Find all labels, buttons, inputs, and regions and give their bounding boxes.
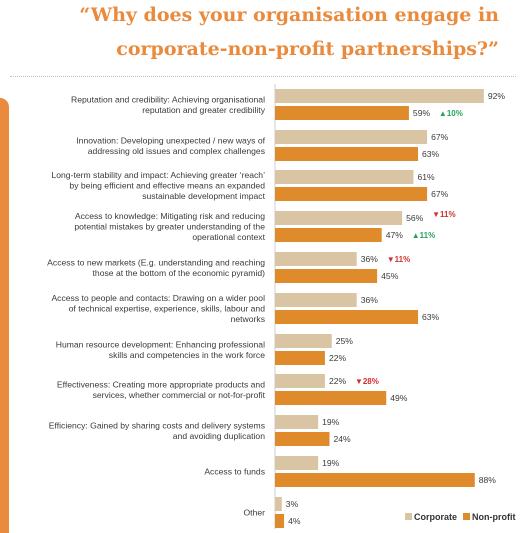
category-label-2-line-1: by being efficient and effective means a… [69,181,265,191]
chart-title-line-1: “Why does your organisation engage in [79,4,499,26]
value-label-nonprofit-5: 63% [422,312,440,322]
value-label-nonprofit-8: 24% [333,434,351,444]
category-label-10-line-0: Other [244,508,266,518]
bar-corporate-2 [275,170,414,184]
category-label-5-line-1: of technical expertise, experience, skil… [69,304,266,314]
bar-corporate-10 [275,497,282,511]
chart-title-line-2: corporate-non-profit partnerships?” [116,38,499,60]
bar-corporate-5 [275,293,357,307]
legend-label-0: Corporate [414,512,457,522]
bar-nonprofit-9 [275,473,475,487]
value-label-nonprofit-6: 22% [329,353,347,363]
category-label-1-line-1: addressing old issues and complex challe… [88,146,265,156]
bar-nonprofit-4 [275,269,378,283]
legend-label-1: Non-profit [472,512,515,522]
bar-corporate-8 [275,415,319,429]
value-label-nonprofit-4: 45% [381,271,399,281]
bar-nonprofit-1 [275,147,419,161]
value-label-nonprofit-2: 67% [431,189,449,199]
category-label-6-line-1: skills and competencies in the work forc… [109,350,265,360]
category-label-1-line-0: Innovation: Developing unexpected / new … [76,135,265,145]
category-label-9-line-0: Access to funds [204,467,265,477]
category-label-0-line-0: Reputation and credibility: Achieving or… [71,94,265,104]
change-annotation-1: ▼11% [432,210,456,219]
bar-nonprofit-2 [275,187,428,201]
category-label-8-line-1: and avoiding duplication [173,431,265,441]
category-label-0-line-1: reputation and greater credibility [142,105,265,115]
bar-nonprofit-3 [275,228,382,242]
value-label-corporate-2: 61% [417,172,435,182]
value-label-nonprofit-10: 4% [288,516,301,526]
value-label-corporate-10: 3% [286,499,299,509]
category-label-7-line-1: services, whether commercial or not-for-… [93,390,266,400]
value-label-corporate-9: 19% [322,458,340,468]
value-label-corporate-3: 56% [406,213,424,223]
category-label-2-line-0: Long-term stability and impact: Achievin… [51,170,265,180]
bar-corporate-7 [275,374,325,388]
legend-swatch-1 [463,513,471,520]
bar-corporate-3 [275,211,403,225]
value-label-corporate-4: 36% [361,254,379,264]
value-label-corporate-6: 25% [336,336,354,346]
value-label-corporate-8: 19% [322,417,340,427]
bar-corporate-0 [275,89,484,103]
value-label-nonprofit-3: 47% [386,230,404,240]
change-annotation-0: ▲10% [439,109,463,118]
value-label-corporate-7: 22% [329,376,347,386]
title-divider [10,76,516,77]
bar-corporate-1 [275,130,428,144]
value-label-corporate-1: 67% [431,132,449,142]
category-label-5-line-0: Access to people and contacts: Drawing o… [51,293,265,303]
value-label-corporate-5: 36% [361,295,379,305]
value-label-corporate-0: 92% [488,91,506,101]
bar-nonprofit-8 [275,432,330,446]
bar-nonprofit-10 [275,514,285,528]
value-label-nonprofit-0: 59% [413,108,431,118]
category-label-3-line-0: Access to knowledge: Mitigating risk and… [75,211,265,221]
bar-corporate-6 [275,334,332,348]
category-label-3-line-2: operational context [192,232,265,242]
value-label-nonprofit-9: 88% [479,475,497,485]
change-annotation-4: ▼28% [355,377,379,386]
category-label-4-line-0: Access to new markets (E.g. understandin… [47,257,265,267]
bar-corporate-4 [275,252,357,266]
bar-nonprofit-0 [275,106,409,120]
category-label-3-line-1: potential mistakes by greater understand… [74,222,265,232]
category-label-8-line-0: Efficiency: Gained by sharing costs and … [49,420,265,430]
change-annotation-3: ▼11% [387,255,411,264]
orange-accent-bar [0,98,9,533]
bar-nonprofit-6 [275,351,325,365]
category-label-6-line-0: Human resource development: Enhancing pr… [56,339,265,349]
value-label-nonprofit-1: 63% [422,149,440,159]
bar-corporate-9 [275,456,319,470]
value-label-nonprofit-7: 49% [390,393,408,403]
category-label-7-line-0: Effectiveness: Creating more appropriate… [57,379,265,389]
category-label-4-line-1: those at the bottom of the economic pyra… [93,268,266,278]
category-label-5-line-2: networks [231,314,265,324]
legend-swatch-0 [405,513,412,520]
bar-nonprofit-7 [275,391,387,405]
change-annotation-2: ▲11% [412,231,436,240]
category-label-2-line-2: sustainable development impact [142,191,265,201]
bar-nonprofit-5 [275,310,419,324]
